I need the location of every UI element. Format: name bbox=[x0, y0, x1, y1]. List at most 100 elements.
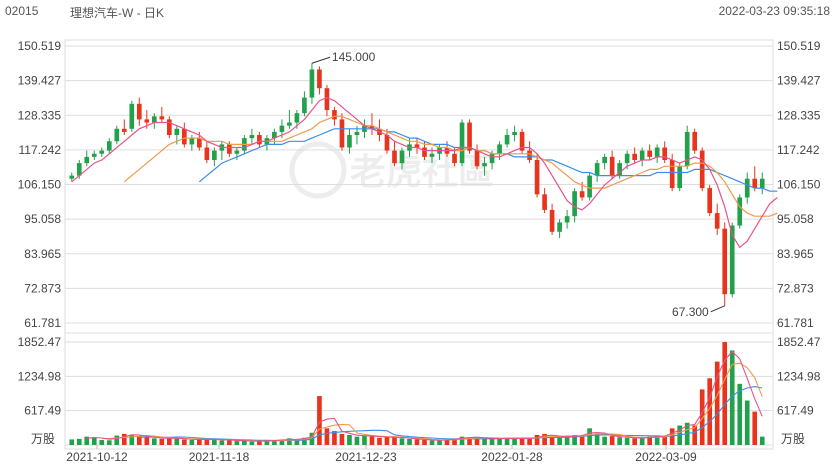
x-tick-label: 2021-12-23 bbox=[335, 450, 397, 464]
candle-body bbox=[527, 150, 532, 160]
volume-bar bbox=[212, 438, 217, 445]
candle-body bbox=[752, 178, 758, 189]
candle-body bbox=[174, 128, 180, 136]
volume-bar bbox=[114, 435, 120, 445]
candle-body bbox=[151, 116, 157, 123]
candle-body bbox=[121, 128, 127, 132]
x-tick-label: 2022-03-09 bbox=[635, 450, 697, 464]
chart-frame bbox=[64, 39, 774, 450]
volume-bar bbox=[332, 431, 337, 445]
volume-bar bbox=[609, 436, 615, 445]
candle-body bbox=[669, 159, 675, 189]
x-tick-label: 2021-10-12 bbox=[66, 450, 128, 464]
volume-bar bbox=[564, 436, 570, 445]
volume-bar bbox=[639, 437, 645, 445]
candle-body bbox=[579, 191, 585, 198]
volume-bar bbox=[294, 439, 300, 445]
candle-body bbox=[662, 147, 668, 160]
candle-body bbox=[542, 194, 547, 210]
candle-body bbox=[512, 131, 517, 136]
volume-bar bbox=[69, 439, 75, 445]
volume-bar bbox=[197, 438, 202, 445]
volume-bar bbox=[474, 437, 480, 445]
ma-fast-line bbox=[71, 96, 778, 249]
volume-bar bbox=[489, 438, 495, 445]
volume-tick-label-left: 617.49 bbox=[24, 404, 61, 418]
candle-body bbox=[166, 119, 172, 136]
price-tick-label-right: 117.242 bbox=[777, 143, 820, 157]
volume-bar bbox=[692, 425, 698, 445]
price-tick-label-right: 72.873 bbox=[777, 281, 814, 295]
volume-bar bbox=[722, 342, 728, 445]
candle-body bbox=[324, 88, 330, 111]
candle-body bbox=[624, 153, 630, 164]
candle-body bbox=[302, 97, 307, 114]
candle-body bbox=[114, 128, 120, 142]
candle-body bbox=[76, 163, 82, 176]
price-tick-label-left: 72.873 bbox=[24, 281, 61, 295]
x-tick-label: 2022-01-28 bbox=[481, 450, 543, 464]
candle-body bbox=[759, 178, 765, 189]
candle-body bbox=[617, 163, 622, 176]
candle-body bbox=[347, 135, 352, 148]
candle-body bbox=[467, 122, 472, 151]
candle-body bbox=[287, 122, 292, 126]
volume-bar bbox=[204, 439, 210, 445]
price-tick-label-right: 139.427 bbox=[777, 74, 821, 88]
volume-bar bbox=[159, 438, 165, 445]
volume-bar bbox=[647, 436, 652, 445]
candle-body bbox=[204, 147, 210, 160]
candle-body bbox=[602, 156, 607, 164]
volume-bar bbox=[737, 383, 743, 445]
candle-body bbox=[692, 131, 698, 151]
volume-bar bbox=[534, 434, 540, 445]
volume-bar bbox=[654, 435, 660, 445]
volume-bar bbox=[587, 428, 592, 445]
volume-unit-left: 万股 bbox=[31, 432, 55, 446]
volume-bar bbox=[362, 435, 367, 445]
candle-body bbox=[729, 225, 735, 295]
volume-bar bbox=[76, 438, 82, 445]
volume-tick-label-left: 1852.47 bbox=[18, 335, 62, 349]
price-tick-label-left: 150.519 bbox=[18, 39, 62, 53]
price-tick-label-right: 83.965 bbox=[777, 247, 814, 261]
volume-bar bbox=[121, 433, 127, 445]
volume-bar bbox=[347, 434, 352, 445]
candle-body bbox=[234, 150, 240, 154]
volume-bar bbox=[699, 389, 705, 445]
volume-unit-right: 万股 bbox=[781, 432, 805, 446]
candle-body bbox=[317, 69, 322, 89]
volume-bar bbox=[377, 437, 382, 445]
volume-bar bbox=[557, 437, 562, 445]
candle-body bbox=[69, 175, 75, 179]
candle-body bbox=[422, 147, 427, 157]
volume-bar bbox=[279, 439, 285, 445]
volume-bar bbox=[354, 436, 360, 445]
volume-bar bbox=[519, 438, 525, 445]
price-tick-label-left: 83.965 bbox=[24, 247, 61, 261]
candle-body bbox=[594, 163, 600, 176]
candle-body bbox=[91, 153, 97, 157]
volume-bar bbox=[84, 436, 90, 445]
candle-body bbox=[722, 228, 728, 295]
watermark-text: 老虎社區 bbox=[350, 151, 494, 192]
volume-bar bbox=[384, 437, 390, 445]
volume-bar bbox=[542, 433, 547, 445]
candle-body bbox=[497, 144, 502, 154]
price-tick-label-right: 150.519 bbox=[777, 39, 821, 53]
high-annotation-leader bbox=[311, 56, 331, 64]
candle-body bbox=[557, 222, 562, 232]
volume-bar bbox=[91, 437, 97, 445]
volume-bar bbox=[429, 440, 435, 445]
volume-bar bbox=[452, 438, 457, 445]
volume-bar bbox=[166, 437, 172, 445]
volume-bar bbox=[444, 439, 450, 445]
volume-bar bbox=[527, 438, 532, 445]
candle-body bbox=[227, 144, 232, 154]
candle-body bbox=[489, 153, 495, 164]
volume-bar bbox=[182, 439, 187, 445]
volume-bar bbox=[392, 436, 397, 445]
candle-body bbox=[534, 159, 540, 195]
